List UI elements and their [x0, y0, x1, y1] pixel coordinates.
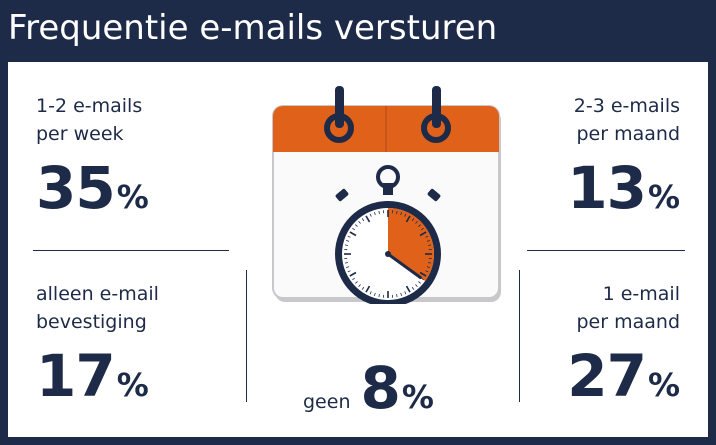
stopwatch-tick: [419, 271, 427, 277]
divider: [519, 270, 520, 402]
stat-label: per maand: [576, 123, 681, 145]
stopwatch-tick: [411, 218, 415, 222]
stopwatch-tick: [428, 262, 432, 264]
stat-label: 2-3 e-mails: [573, 95, 680, 117]
stopwatch-tick: [344, 244, 348, 246]
divider: [527, 250, 685, 251]
stopwatch-tick: [404, 291, 407, 295]
infographic-card: 1-2 e-mails per week 35% 2-3 e-mails per…: [8, 62, 708, 437]
stopwatch-tick: [415, 221, 418, 224]
stat-label: 1 e-mail: [602, 283, 680, 305]
stat-value: 13: [567, 154, 647, 222]
stopwatch-tick: [355, 224, 358, 227]
stat-value: 27: [567, 342, 647, 410]
stat-one-per-month: 1 e-mail per maand 27%: [567, 280, 680, 406]
stopwatch-tick: [369, 291, 372, 295]
stopwatch-tick: [358, 221, 361, 224]
stat-none: geen 8%: [303, 354, 434, 422]
stopwatch-tick: [378, 210, 380, 214]
stopwatch-tick: [415, 284, 418, 287]
stopwatch-tick: [420, 227, 424, 231]
page-title: Frequentie e-mails versturen: [8, 8, 498, 48]
stat-label: alleen e-mail: [36, 283, 159, 305]
stopwatch-tick: [400, 212, 402, 216]
stopwatch-tick: [358, 284, 361, 287]
stopwatch-tick: [361, 286, 365, 290]
stat-value: 17: [36, 342, 116, 410]
stopwatch-tick: [418, 224, 421, 227]
stopwatch-tick: [420, 277, 424, 281]
stopwatch-tick: [426, 266, 430, 268]
stopwatch-tick: [396, 210, 398, 214]
stopwatch-tick: [426, 240, 430, 242]
stat-value: 8: [360, 354, 400, 422]
stopwatch-tick: [404, 213, 407, 217]
stat-label: per week: [36, 123, 124, 145]
stopwatch-tick: [365, 215, 371, 223]
stat-label: per maand: [576, 311, 681, 333]
stat-unit: %: [116, 366, 149, 404]
stopwatch-tick: [378, 294, 380, 298]
stopwatch-tick: [396, 294, 398, 298]
stopwatch-tick: [419, 231, 427, 237]
stat-confirmation-only: alleen e-mail bevestiging 17%: [36, 280, 159, 406]
stopwatch-tick: [346, 266, 350, 268]
stopwatch-tick: [352, 277, 356, 281]
stat-per-week: 1-2 e-mails per week 35%: [36, 92, 149, 218]
divider: [246, 270, 247, 402]
stat-unit: %: [116, 178, 149, 216]
stopwatch-tick: [347, 235, 351, 238]
stopwatch-tick: [418, 281, 421, 284]
stopwatch-tick: [405, 215, 411, 223]
stopwatch-tick: [355, 281, 358, 284]
stopwatch-hand: [386, 252, 422, 280]
stopwatch-tick: [425, 235, 429, 238]
stopwatch-tick: [374, 212, 376, 216]
stopwatch-tick: [361, 218, 365, 222]
stopwatch-icon: [335, 165, 441, 304]
stopwatch-tick: [344, 262, 348, 264]
stopwatch-tick: [428, 244, 432, 246]
stat-unit: %: [647, 178, 680, 216]
stat-two-three-per-month: 2-3 e-mails per maand 13%: [567, 92, 680, 218]
stopwatch-tick: [349, 271, 357, 277]
divider: [33, 250, 229, 251]
stopwatch-tick: [346, 240, 350, 242]
stat-label: bevestiging: [36, 311, 147, 333]
stopwatch-tick: [405, 285, 411, 293]
stopwatch-tick: [352, 227, 356, 231]
stopwatch-tick: [425, 270, 429, 273]
calendar-ring-icon: [421, 86, 451, 143]
stopwatch-progress-wedge: [388, 208, 434, 282]
calendar-icon: [272, 86, 501, 304]
stopwatch-tick: [347, 270, 351, 273]
stopwatch-tick: [400, 292, 402, 296]
stat-unit: %: [647, 366, 680, 404]
stat-label: geen: [303, 391, 351, 413]
stat-label: 1-2 e-mails: [36, 95, 143, 117]
calendar-ring-icon: [324, 86, 354, 143]
stopwatch-tick: [369, 213, 372, 217]
stopwatch-tick: [411, 286, 415, 290]
stopwatch-tick: [374, 292, 376, 296]
stopwatch-tick: [365, 285, 371, 293]
stat-value: 35: [36, 154, 116, 222]
stopwatch-tick: [349, 231, 357, 237]
stat-unit: %: [401, 378, 434, 416]
